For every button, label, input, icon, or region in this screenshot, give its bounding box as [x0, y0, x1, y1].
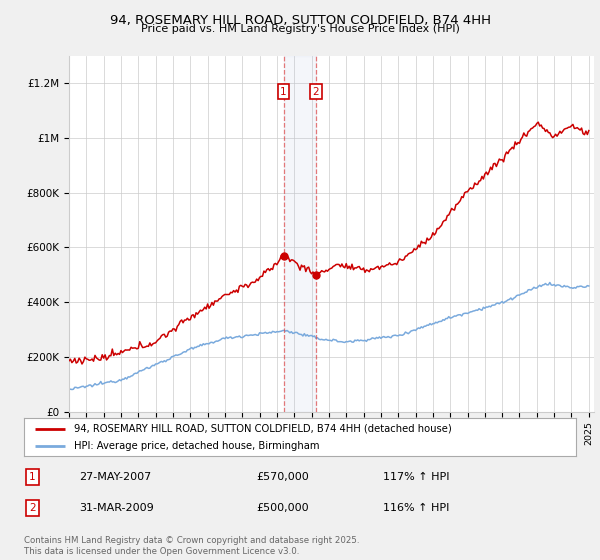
Text: 94, ROSEMARY HILL ROAD, SUTTON COLDFIELD, B74 4HH: 94, ROSEMARY HILL ROAD, SUTTON COLDFIELD…	[110, 14, 491, 27]
Bar	[284, 56, 316, 412]
Text: 1: 1	[29, 472, 35, 482]
Text: HPI: Average price, detached house, Birmingham: HPI: Average price, detached house, Birm…	[74, 441, 319, 451]
Text: £500,000: £500,000	[256, 503, 308, 513]
Text: 27-MAY-2007: 27-MAY-2007	[79, 472, 151, 482]
Text: 1: 1	[280, 87, 287, 96]
Text: 94, ROSEMARY HILL ROAD, SUTTON COLDFIELD, B74 4HH (detached house): 94, ROSEMARY HILL ROAD, SUTTON COLDFIELD…	[74, 423, 451, 433]
Text: 2: 2	[313, 87, 319, 96]
Text: 117% ↑ HPI: 117% ↑ HPI	[383, 472, 449, 482]
Text: Price paid vs. HM Land Registry's House Price Index (HPI): Price paid vs. HM Land Registry's House …	[140, 24, 460, 34]
Text: 116% ↑ HPI: 116% ↑ HPI	[383, 503, 449, 513]
Text: 2: 2	[29, 503, 35, 513]
Text: Contains HM Land Registry data © Crown copyright and database right 2025.
This d: Contains HM Land Registry data © Crown c…	[24, 536, 359, 556]
Text: 31-MAR-2009: 31-MAR-2009	[79, 503, 154, 513]
Text: £570,000: £570,000	[256, 472, 308, 482]
